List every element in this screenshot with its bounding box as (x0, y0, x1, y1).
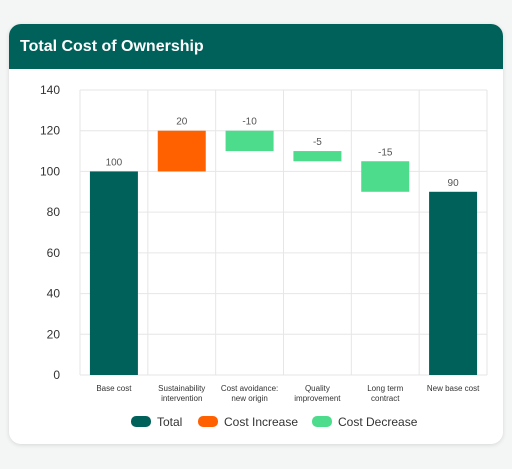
bar-decrease (361, 161, 410, 192)
category-label: intervention (161, 394, 202, 403)
data-label: -15 (378, 147, 393, 158)
bar-total (429, 191, 478, 375)
category-label: contract (371, 394, 400, 403)
y-tick-label: 120 (40, 124, 60, 138)
bar-decrease (293, 151, 342, 162)
card-header: Total Cost of Ownership (9, 24, 503, 69)
category-label: New base cost (427, 384, 480, 393)
data-label: 90 (448, 178, 460, 189)
y-tick-label: 140 (40, 83, 60, 97)
bar-decrease (225, 130, 274, 152)
y-tick-label: 0 (53, 368, 60, 382)
card-title: Total Cost of Ownership (20, 37, 204, 55)
bar-increase (157, 130, 206, 172)
y-tick-label: 60 (47, 246, 61, 260)
legend-label: Cost Increase (224, 415, 298, 429)
y-tick-label: 20 (47, 327, 61, 341)
legend-label: Cost Decrease (338, 415, 418, 429)
data-label: 20 (176, 117, 188, 128)
y-tick-label: 100 (40, 164, 60, 178)
legend-label: Total (157, 415, 182, 429)
category-label: Sustainability (158, 384, 205, 393)
category-label: Cost avoidance: (221, 384, 278, 393)
legend-swatch-total (131, 416, 151, 427)
category-label: new origin (231, 394, 267, 403)
y-tick-label: 80 (47, 205, 61, 219)
legend-swatch-increase (198, 416, 218, 427)
data-label: -5 (313, 137, 322, 148)
bar-total (89, 171, 138, 375)
category-label: improvement (294, 394, 341, 403)
y-tick-label: 40 (47, 287, 61, 301)
category-label: Base cost (96, 384, 132, 393)
category-label: Long term (367, 384, 403, 393)
data-label: -10 (242, 117, 257, 128)
legend-swatch-decrease (312, 416, 332, 427)
category-label: Quality (305, 384, 330, 393)
data-label: 100 (106, 157, 123, 168)
